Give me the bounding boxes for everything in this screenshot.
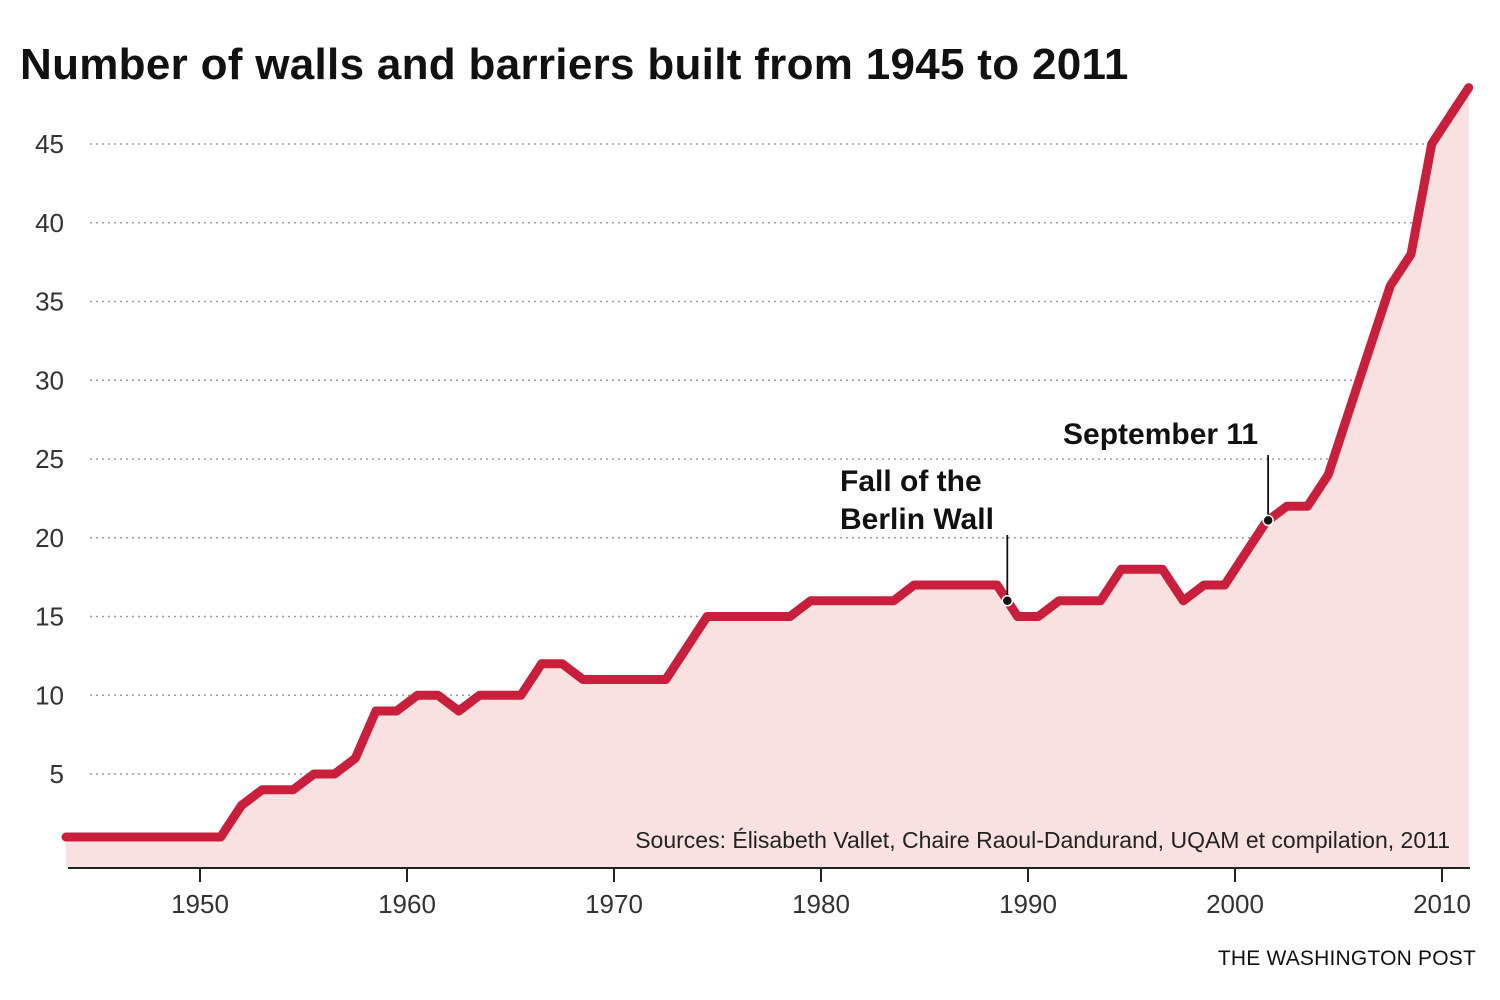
x-tick-label-1950: 1950 [171,889,229,919]
y-axis-ticks: 5 10 15 20 25 30 35 40 45 [35,129,64,789]
y-tick-label-40: 40 [35,208,64,238]
x-tick-label-1980: 1980 [792,889,850,919]
annotation-point-1 [1262,514,1274,527]
y-tick-label-45: 45 [35,129,64,159]
y-tick-label-5: 5 [50,759,64,789]
x-tick-label-1970: 1970 [585,889,643,919]
y-tick-label-25: 25 [35,444,64,474]
publisher-credit: THE WASHINGTON POST [1218,947,1476,970]
annotations: Fall of the Berlin Wall September 11 [840,418,1274,607]
x-tick-label-1960: 1960 [378,889,436,919]
annotation-label-0-0: Fall of the [840,465,982,498]
annotation-label-0-1: Berlin Wall [840,503,994,536]
y-tick-label-10: 10 [35,680,64,710]
y-tick-label-35: 35 [35,287,64,317]
chart-title: Number of walls and barriers built from … [20,40,1129,89]
area-fill [66,87,1469,869]
y-tick-label-15: 15 [35,602,64,632]
source-note: Sources: Élisabeth Vallet, Chaire Raoul-… [635,827,1450,853]
x-tick-label-1990: 1990 [999,889,1057,919]
x-tick-label-2010: 2010 [1413,889,1471,919]
annotation-label-1-0: September 11 [1063,418,1258,451]
y-tick-label-30: 30 [35,365,64,395]
x-axis-ticks: 1950 1960 1970 1980 1990 2000 2010 [171,868,1471,919]
series-line [61,83,1474,842]
annotation-point-0 [1001,595,1014,607]
x-tick-label-2000: 2000 [1206,889,1264,919]
y-tick-label-20: 20 [35,523,64,553]
